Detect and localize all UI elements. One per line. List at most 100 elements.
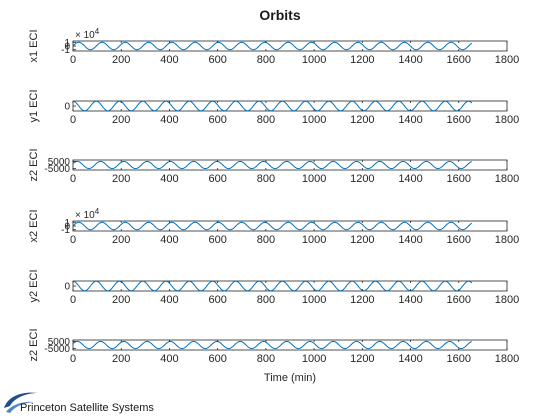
x-tick-label: 1200 <box>350 54 374 66</box>
x-tick-label: 1000 <box>302 234 326 246</box>
x-tick-label: 1000 <box>302 173 326 185</box>
x-tick-label: 1400 <box>398 54 422 66</box>
y-tick-label: 0 <box>64 42 70 53</box>
y-exponent-base: × 10 <box>75 30 95 41</box>
x-tick-label: 1200 <box>350 353 374 365</box>
psslogo: Princeton Satellite Systems <box>4 392 154 414</box>
x-tick-label: 1400 <box>398 173 422 185</box>
x-tick-label: 400 <box>160 294 178 306</box>
x-tick-label: 0 <box>70 294 76 306</box>
x-tick-label: 200 <box>112 54 130 66</box>
y-axis-label: z2 ECI <box>28 328 40 361</box>
x-tick-label: 1400 <box>398 353 422 365</box>
x-tick-label: 800 <box>257 54 275 66</box>
x-tick-label: 0 <box>70 353 76 365</box>
subplot-2: 0 200 400 600 800 1000 1200 1400 1600 1800 0 y1 ECI <box>28 89 519 126</box>
x-tick-label: 1800 <box>495 294 519 306</box>
x-tick-label: 1400 <box>398 114 422 126</box>
x-tick-label: 1800 <box>495 353 519 365</box>
x-tick-label: 1000 <box>302 353 326 365</box>
x-tick-label: 600 <box>208 353 226 365</box>
x-tick-label: 1200 <box>350 114 374 126</box>
axes-box <box>72 159 508 171</box>
subplot-4: 0 200 400 600 800 1000 1200 1400 1600 1800 10-1 × 1… <box>28 207 519 246</box>
y-axis-label: y2 ECI <box>28 269 40 302</box>
x-tick-label: 600 <box>208 54 226 66</box>
x-tick-label: 0 <box>70 114 76 126</box>
x-tick-label: 1600 <box>447 54 471 66</box>
x-tick-label: 1800 <box>495 114 519 126</box>
y-tick-label: 0 <box>64 222 70 233</box>
x-tick-label: 200 <box>112 114 130 126</box>
x-tick-label: 1600 <box>447 353 471 365</box>
y-tick-label: -5000 <box>44 344 70 355</box>
x-tick-label: 1000 <box>302 54 326 66</box>
x-tick-label: 0 <box>70 54 76 66</box>
x-tick-label: 600 <box>208 234 226 246</box>
y-tick-label: 0 <box>64 282 70 293</box>
y-tick-label: -1 <box>61 225 70 236</box>
x-tick-label: 400 <box>160 234 178 246</box>
x-tick-label: 0 <box>70 234 76 246</box>
x-tick-label: 400 <box>160 173 178 185</box>
x-tick-label: 1000 <box>302 114 326 126</box>
chart-title: Orbits <box>259 7 300 23</box>
x-tick-label: 1200 <box>350 173 374 185</box>
y-tick-label: 1 <box>64 38 70 49</box>
x-tick-label: 1200 <box>350 234 374 246</box>
x-tick-label: 200 <box>112 294 130 306</box>
y-tick-label: -1 <box>61 45 70 56</box>
x-tick-label: 1800 <box>495 173 519 185</box>
x-tick-label: 800 <box>257 234 275 246</box>
x-tick-label: 1400 <box>398 294 422 306</box>
y-exponent-base: × 10 <box>75 210 95 221</box>
x-tick-label: 200 <box>112 234 130 246</box>
subplot-3: 0 200 400 600 800 1000 1200 1400 1600 1800 5000-50… <box>28 148 519 185</box>
y-tick-label: 5000 <box>48 337 71 348</box>
x-tick-label: 600 <box>208 114 226 126</box>
x-tick-label: 800 <box>257 114 275 126</box>
x-tick-label: 1600 <box>447 294 471 306</box>
x-tick-label: 600 <box>208 294 226 306</box>
y-axis-label: x1 ECI <box>28 29 40 62</box>
series-line <box>72 41 473 51</box>
x-tick-label: 800 <box>257 353 275 365</box>
y-exponent-power: 4 <box>95 27 100 36</box>
x-tick-label: 1600 <box>447 173 471 185</box>
series-line <box>72 160 472 170</box>
series-line <box>72 221 473 231</box>
y-axis-label: z2 ECI <box>28 148 40 181</box>
x-tick-label: 1800 <box>495 54 519 66</box>
y-axis-label: y1 ECI <box>28 89 40 122</box>
x-tick-label: 1600 <box>447 114 471 126</box>
logo-swoosh-icon <box>4 392 38 408</box>
x-tick-label: 1800 <box>495 234 519 246</box>
axes-box <box>72 339 508 351</box>
x-tick-label: 0 <box>70 173 76 185</box>
y-tick-label: 0 <box>64 102 70 113</box>
x-tick-label: 1400 <box>398 234 422 246</box>
series-line <box>72 100 473 112</box>
series-line <box>72 340 472 350</box>
y-tick-label: 1 <box>64 218 70 229</box>
subplot-6: 0 200 400 600 800 1000 1200 1400 1600 1800 5000-50… <box>28 328 519 365</box>
x-tick-label: 1600 <box>447 234 471 246</box>
y-exponent-label: × 104 <box>75 27 100 41</box>
subplot-5: 0 200 400 600 800 1000 1200 1400 1600 1800 0 y2 ECI <box>28 269 519 306</box>
series-line <box>72 280 473 292</box>
logo-text: Princeton Satellite Systems <box>20 402 154 414</box>
y-exponent-power: 4 <box>95 207 100 216</box>
x-tick-label: 800 <box>257 173 275 185</box>
x-tick-label: 1000 <box>302 294 326 306</box>
y-tick-label: -5000 <box>44 164 70 175</box>
x-tick-label: 600 <box>208 173 226 185</box>
x-tick-label: 800 <box>257 294 275 306</box>
logo-swoosh-accent-icon <box>6 401 34 413</box>
y-tick-label: 5000 <box>48 157 71 168</box>
x-tick-label: 400 <box>160 54 178 66</box>
x-tick-label: 400 <box>160 353 178 365</box>
y-axis-label: x2 ECI <box>28 209 40 242</box>
x-tick-label: 200 <box>112 173 130 185</box>
